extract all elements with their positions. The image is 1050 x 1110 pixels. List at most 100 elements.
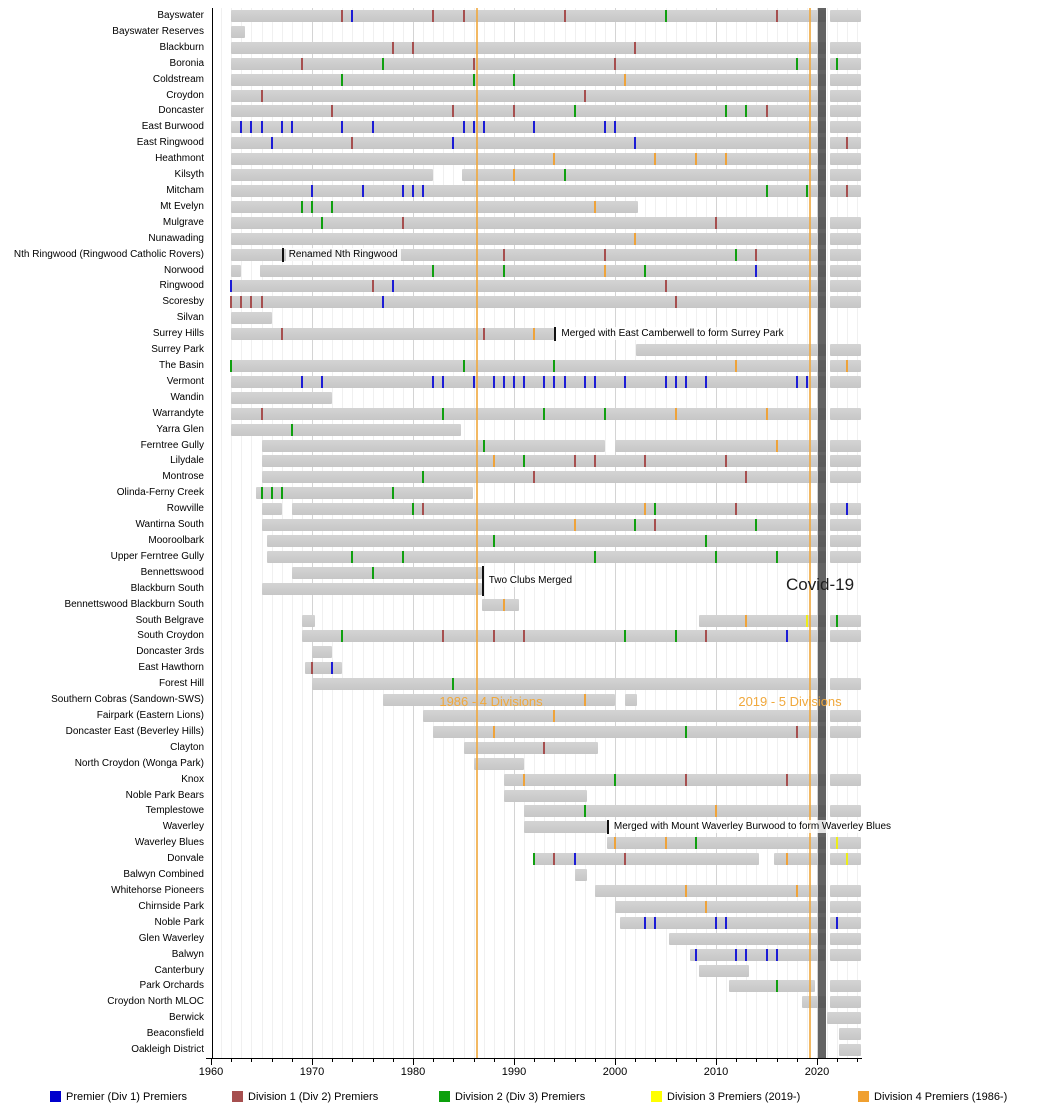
club-label: Southern Cobras (Sandown-SWS): [51, 694, 204, 706]
premiership-tick: [785, 630, 788, 643]
premiership-tick: [523, 773, 526, 786]
club-label: Clayton: [170, 741, 204, 753]
timeline-bar: [433, 725, 826, 738]
premiership-tick: [341, 630, 344, 643]
premiership-tick: [795, 725, 798, 738]
timeline-bar: [382, 694, 615, 707]
club-label: Ferntree Gully: [140, 439, 204, 451]
timeline-bar: [291, 503, 826, 516]
timeline-bar: [830, 503, 862, 516]
premiership-tick: [290, 423, 293, 436]
timeline-bar: [830, 471, 862, 484]
year-gridline: [705, 8, 707, 1058]
premiership-tick: [452, 678, 455, 691]
annotation-line: [606, 820, 609, 835]
timeline-bar: [231, 105, 826, 118]
premiership-tick: [513, 375, 515, 388]
premiership-tick: [603, 407, 606, 420]
year-gridline: [786, 8, 788, 1058]
x-axis-tick-label: 1960: [198, 1066, 224, 1078]
premiership-tick: [583, 805, 586, 818]
year-gridline: [695, 8, 697, 1058]
x-axis-minor-tick: [251, 1058, 253, 1062]
timeline-bar: [830, 773, 862, 786]
club-label: Balwyn Combined: [123, 869, 204, 881]
year-gridline: [423, 8, 425, 1058]
club-label: Wandin: [170, 391, 204, 403]
club-label: Noble Park Bears: [125, 789, 204, 801]
club-label: Rowville: [166, 503, 204, 515]
premiership-tick: [654, 519, 657, 532]
premiership-tick: [270, 137, 273, 150]
x-axis-major-tick: [615, 1058, 616, 1065]
premiership-tick: [846, 853, 849, 866]
premiership-tick: [745, 948, 748, 961]
timeline-bar: [231, 200, 639, 213]
premiership-tick: [523, 455, 526, 468]
timeline-bar: [231, 375, 826, 388]
timeline-bar: [312, 646, 333, 659]
year-gridline: [443, 8, 445, 1058]
annotation-text: Renamed Nth Ringwood: [285, 247, 401, 261]
premiership-tick: [664, 375, 667, 388]
annotation-text: Two Clubs Merged: [485, 573, 576, 587]
timeline-bar: [231, 296, 826, 309]
premiership-tick: [704, 630, 707, 643]
premiership-tick: [290, 121, 293, 134]
premiership-tick: [533, 121, 536, 134]
premiership-tick: [836, 614, 839, 627]
premiership-tick: [553, 853, 556, 866]
premiership-tick: [664, 280, 667, 293]
club-label: Balwyn: [171, 948, 204, 960]
premiership-tick: [805, 184, 808, 197]
timeline-bar: [259, 264, 826, 277]
premiership-tick: [492, 455, 495, 468]
premiership-tick: [300, 57, 303, 70]
premiership-tick: [311, 200, 313, 213]
timeline-bar: [231, 10, 826, 22]
year-gridline: [766, 8, 768, 1058]
premiership-tick: [401, 216, 404, 229]
premiership-tick: [573, 519, 576, 532]
timeline-bar: [261, 471, 826, 484]
premiership-tick: [300, 375, 303, 388]
timeline-bar: [261, 519, 826, 532]
timeline-bar: [231, 73, 826, 86]
premiership-tick: [735, 359, 738, 372]
timeline-bar: [830, 948, 862, 961]
x-axis-tick-label: 1980: [400, 1066, 426, 1078]
annotation-line: [554, 327, 557, 342]
premiership-tick: [725, 105, 728, 118]
year-gridline: [503, 8, 505, 1058]
club-label: Glen Waverley: [138, 932, 204, 944]
premiership-tick: [775, 10, 778, 22]
x-axis-minor-tick: [796, 1058, 798, 1062]
premiership-tick: [624, 375, 627, 388]
premiership-tick: [563, 10, 566, 22]
premiership-tick: [634, 41, 637, 54]
year-gridline: [402, 8, 404, 1058]
year-gridline: [231, 8, 233, 1058]
premiership-tick: [553, 709, 556, 722]
timeline-bar: [689, 948, 826, 961]
premiership-tick: [795, 884, 798, 897]
premiership-tick: [745, 471, 748, 484]
premiership-tick: [745, 614, 748, 627]
legend-label: Premier (Div 1) Premiers: [66, 1091, 188, 1103]
x-axis-minor-tick: [271, 1058, 273, 1062]
premiership-tick: [775, 439, 778, 452]
premiership-tick: [755, 248, 758, 261]
timeline-bar: [231, 232, 826, 245]
year-gridline: [362, 8, 364, 1058]
premiership-tick: [412, 184, 414, 197]
timeline-bar: [291, 566, 482, 579]
club-label: Beaconsfield: [146, 1028, 204, 1040]
year-gridline: [342, 8, 344, 1058]
premiership-tick: [513, 73, 515, 86]
premiership-tick: [684, 725, 687, 738]
legend-label: Division 3 Premiers (2019-): [667, 1091, 801, 1103]
x-axis-minor-tick: [655, 1058, 657, 1062]
legend-label: Division 1 (Div 2) Premiers: [248, 1091, 379, 1103]
x-axis-minor-tick: [332, 1058, 334, 1062]
premiership-tick: [846, 359, 849, 372]
